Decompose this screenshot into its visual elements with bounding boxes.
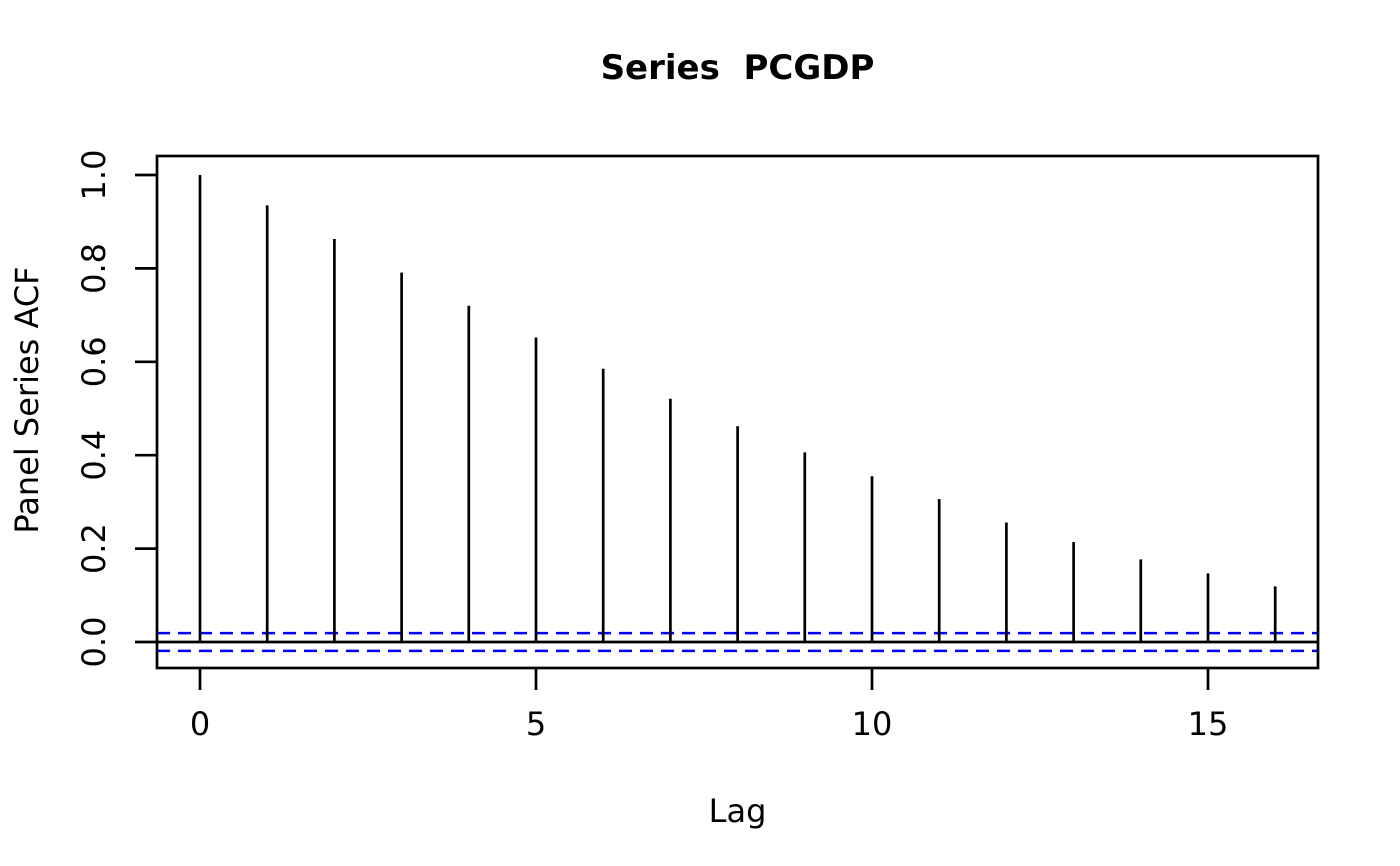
x-axis-label: Lag — [708, 792, 767, 830]
y-tick-label: 0.2 — [75, 523, 113, 574]
x-tick-label: 10 — [852, 705, 893, 743]
x-tick-label: 15 — [1188, 705, 1229, 743]
x-tick-label: 0 — [190, 705, 210, 743]
y-tick-label: 1.0 — [75, 150, 113, 201]
plot-box — [155, 154, 1320, 670]
y-tick-label: 0.6 — [75, 336, 113, 387]
y-tick-label: 0.0 — [75, 617, 113, 668]
x-tick-label: 5 — [526, 705, 546, 743]
y-tick-label: 0.4 — [75, 430, 113, 481]
y-tick-label: 0.8 — [75, 243, 113, 294]
chart-title: Series PCGDP — [600, 48, 875, 88]
